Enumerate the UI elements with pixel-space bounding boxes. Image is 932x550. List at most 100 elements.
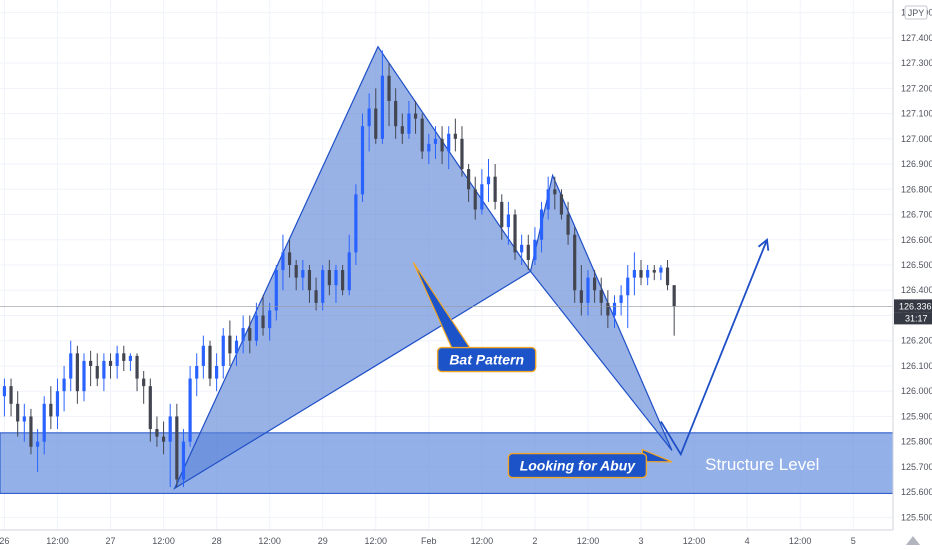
candle-body xyxy=(148,386,152,430)
x-tick-label: Feb xyxy=(421,536,437,546)
candle-body xyxy=(82,360,86,392)
looking-for-buy-label: Looking for Abuy xyxy=(520,458,637,474)
candle-body xyxy=(95,365,99,379)
last-price-badge xyxy=(894,299,932,313)
candle-body xyxy=(9,386,13,404)
y-tick-label: 127.200 xyxy=(901,83,932,93)
countdown-value: 31:17 xyxy=(905,313,928,323)
candle-body xyxy=(665,267,670,286)
candle-body xyxy=(228,335,232,354)
candle-body xyxy=(281,252,285,271)
candle-body xyxy=(42,403,46,442)
candle-body xyxy=(208,345,212,379)
y-tick-label: 126.200 xyxy=(901,336,932,346)
candle-body xyxy=(586,277,590,303)
candle-body xyxy=(354,194,358,253)
candle-body xyxy=(29,416,33,447)
candle-body xyxy=(181,441,186,480)
candle-body xyxy=(652,270,656,273)
candle-body xyxy=(49,403,53,417)
candle-body xyxy=(639,270,643,278)
candle-body xyxy=(619,295,623,303)
candle-body xyxy=(248,328,252,341)
candle-body xyxy=(215,365,219,379)
candle-body xyxy=(427,143,431,152)
y-tick-label: 126.400 xyxy=(901,285,932,295)
candle-body xyxy=(646,270,650,278)
candle-body xyxy=(274,270,278,311)
candle-body xyxy=(241,328,245,341)
y-tick-label: 127.300 xyxy=(901,58,932,68)
candle-body xyxy=(175,416,179,480)
candle-body xyxy=(506,214,510,228)
x-tick-label: 12:00 xyxy=(152,536,175,546)
platform-logo-icon xyxy=(906,536,920,545)
candle-body xyxy=(201,345,205,366)
last-price-value: 126.336 xyxy=(899,301,932,311)
candle-body xyxy=(573,234,577,291)
candle-body xyxy=(16,403,20,422)
candle-body xyxy=(301,270,305,278)
candle-body xyxy=(486,176,491,185)
candle-body xyxy=(407,113,411,134)
candle-body xyxy=(341,270,345,291)
x-tick-label: 12:00 xyxy=(683,536,706,546)
x-tick-label: 12:00 xyxy=(577,536,600,546)
candle-body xyxy=(420,118,424,152)
candlestick-series xyxy=(2,50,676,488)
candle-body xyxy=(467,169,471,190)
candle-body xyxy=(380,75,384,139)
candle-body xyxy=(261,315,265,329)
candle-body xyxy=(142,378,146,387)
candle-body xyxy=(115,353,119,366)
structure-level-label: Structure Level xyxy=(705,455,819,474)
x-tick-label: 4 xyxy=(745,536,750,546)
y-tick-label: 127.400 xyxy=(901,33,932,43)
x-tick-label: 12:00 xyxy=(471,536,494,546)
candle-body xyxy=(307,270,312,291)
candle-body xyxy=(22,416,26,422)
x-tick-label: 12:00 xyxy=(789,536,812,546)
candle-body xyxy=(221,335,225,366)
projection-arrowhead xyxy=(757,238,770,251)
candle-body xyxy=(394,100,398,127)
x-tick-label: 29 xyxy=(318,536,328,546)
bat-pattern-label: Bat Pattern xyxy=(449,352,524,368)
candle-body xyxy=(453,133,457,139)
candle-body xyxy=(480,184,484,210)
candle-body xyxy=(294,265,298,278)
candle-body xyxy=(254,315,259,341)
candle-body xyxy=(579,290,583,303)
x-tick-label: 27 xyxy=(106,536,116,546)
y-tick-label: 125.500 xyxy=(901,512,932,522)
candle-body xyxy=(599,290,603,303)
candle-body xyxy=(606,302,610,316)
candle-body xyxy=(321,270,325,303)
candle-body xyxy=(234,340,239,354)
y-tick-label: 126.700 xyxy=(901,210,932,220)
annotation-overlay: Bat Pattern Looking for Abuy Structure Lev… xyxy=(0,238,893,479)
candle-body xyxy=(360,126,365,195)
y-tick-label: 127.000 xyxy=(901,134,932,144)
candle-body xyxy=(400,126,404,134)
candle-body xyxy=(566,214,570,235)
x-tick-label: 3 xyxy=(639,536,644,546)
candle-body xyxy=(433,138,438,144)
candle-body xyxy=(447,133,451,152)
x-tick-label: 5 xyxy=(851,536,856,546)
y-tick-label: 125.700 xyxy=(901,462,932,472)
candle-body xyxy=(75,353,79,392)
candle-body xyxy=(632,270,636,278)
candle-body xyxy=(546,189,550,210)
x-tick-label: 12:00 xyxy=(365,536,388,546)
candle-body xyxy=(327,270,331,286)
y-tick-label: 126.100 xyxy=(901,361,932,371)
candle-body xyxy=(513,214,517,253)
candle-body xyxy=(553,189,557,195)
price-axis-panel xyxy=(893,0,932,550)
currency-badge xyxy=(904,5,928,20)
candle-body xyxy=(493,176,497,202)
countdown-badge xyxy=(894,312,932,325)
